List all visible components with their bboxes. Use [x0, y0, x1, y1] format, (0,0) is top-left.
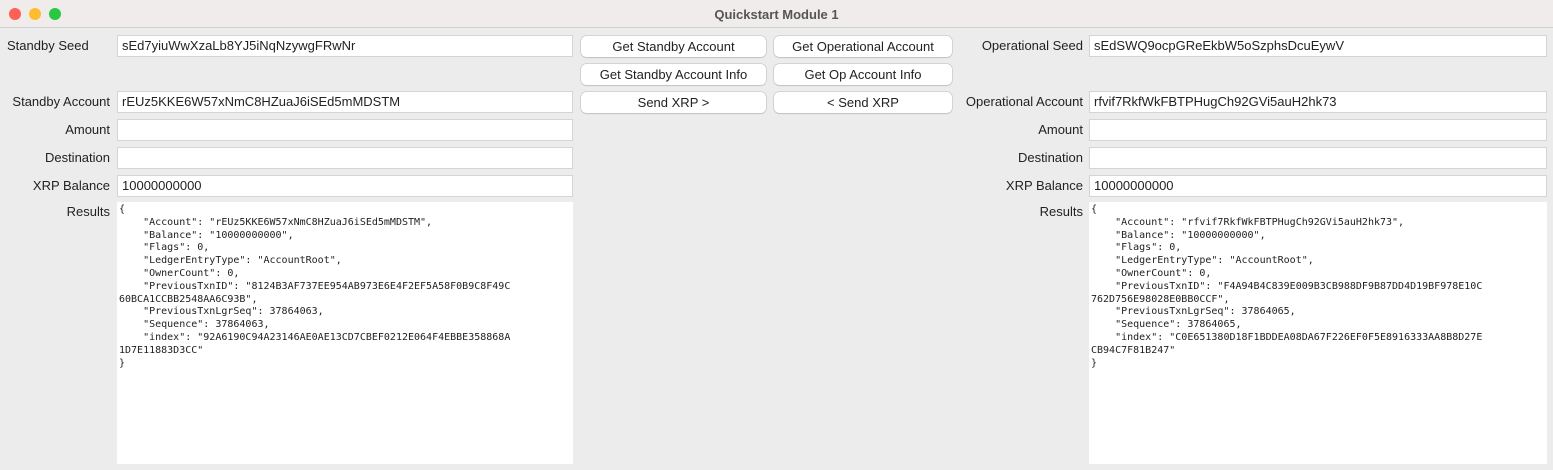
- window-title: Quickstart Module 1: [714, 7, 839, 22]
- standby-destination-label: Destination: [44, 150, 110, 165]
- title-bar: Quickstart Module 1: [0, 0, 1553, 28]
- get-op-account-info-button[interactable]: Get Op Account Info: [774, 64, 952, 85]
- standby-results-label: Results: [66, 204, 110, 219]
- operational-amount-input[interactable]: [1089, 119, 1547, 141]
- standby-amount-input[interactable]: [117, 119, 573, 141]
- standby-account-label: Standby Account: [12, 94, 110, 109]
- standby-seed-label: Standby Seed: [7, 38, 89, 53]
- get-standby-account-button[interactable]: Get Standby Account: [581, 36, 766, 57]
- operational-results-label: Results: [1039, 204, 1083, 219]
- operational-balance-label: XRP Balance: [1005, 178, 1083, 193]
- operational-account-label: Operational Account: [965, 94, 1083, 109]
- operational-balance-input[interactable]: 10000000000: [1089, 175, 1547, 197]
- operational-amount-label: Amount: [1038, 122, 1083, 137]
- operational-seed-label: Operational Seed: [981, 38, 1083, 53]
- operational-results-textarea[interactable]: { "Account": "rfvif7RkfWkFBTPHugCh92GVi5…: [1089, 202, 1547, 464]
- standby-results-textarea[interactable]: { "Account": "rEUz5KKE6W57xNmC8HZuaJ6iSE…: [117, 202, 573, 464]
- operational-account-input[interactable]: rfvif7RkfWkFBTPHugCh92GVi5auH2hk73: [1089, 91, 1547, 113]
- send-xrp-to-operational-button[interactable]: Send XRP >: [581, 92, 766, 113]
- operational-destination-label: Destination: [1017, 150, 1083, 165]
- send-xrp-to-standby-button[interactable]: < Send XRP: [774, 92, 952, 113]
- standby-destination-input[interactable]: [117, 147, 573, 169]
- minimize-window-button[interactable]: [29, 8, 41, 20]
- close-window-button[interactable]: [9, 8, 21, 20]
- standby-seed-input[interactable]: sEd7yiuWwXzaLb8YJ5iNqNzywgFRwNr: [117, 35, 573, 57]
- standby-balance-input[interactable]: 10000000000: [117, 175, 573, 197]
- get-standby-account-info-button[interactable]: Get Standby Account Info: [581, 64, 766, 85]
- zoom-window-button[interactable]: [49, 8, 61, 20]
- standby-account-input[interactable]: rEUz5KKE6W57xNmC8HZuaJ6iSEd5mMDSTM: [117, 91, 573, 113]
- standby-balance-label: XRP Balance: [32, 178, 110, 193]
- operational-destination-input[interactable]: [1089, 147, 1547, 169]
- standby-amount-label: Amount: [65, 122, 110, 137]
- get-operational-account-button[interactable]: Get Operational Account: [774, 36, 952, 57]
- operational-seed-input[interactable]: sEdSWQ9ocpGReEkbW5oSzphsDcuEywV: [1089, 35, 1547, 57]
